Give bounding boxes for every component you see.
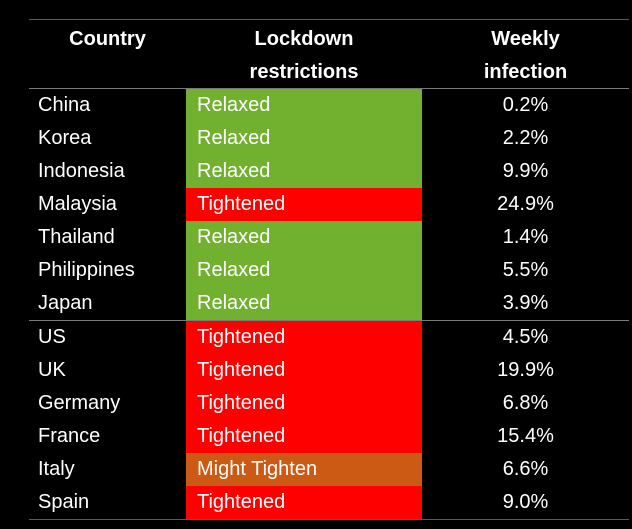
country-cell: Germany <box>38 392 121 414</box>
restriction-cell: Tightened <box>186 420 422 453</box>
table-top-border <box>29 19 629 20</box>
infection-cell: 4.5% <box>502 326 549 348</box>
infection-cell: 15.4% <box>497 425 554 447</box>
table-row: Philippines Relaxed 5.5% <box>29 254 629 287</box>
country-cell: Spain <box>38 491 90 513</box>
header-country-label: Country <box>69 28 146 50</box>
table-row: UK Tightened 19.9% <box>29 354 629 387</box>
country-group: China Relaxed 0.2% Korea Relaxed 2.2% Indonesi… <box>29 89 629 320</box>
table-header: Country Lockdown restrictions Weekly inf… <box>29 20 629 89</box>
infection-cell: 9.0% <box>502 491 549 513</box>
country-cell: Thailand <box>38 226 115 248</box>
restriction-cell: Tightened <box>186 188 422 221</box>
infection-cell: 19.9% <box>497 359 554 381</box>
country-cell: Malaysia <box>38 193 117 215</box>
restriction-cell: Relaxed <box>186 155 422 188</box>
table-bottom-border <box>29 519 629 520</box>
country-cell: Italy <box>38 458 75 480</box>
table-row: US Tightened 4.5% <box>29 321 629 354</box>
header-restrictions: Lockdown restrictions <box>186 20 422 88</box>
lockdown-table: Country Lockdown restrictions Weekly inf… <box>29 19 629 520</box>
table-row: Korea Relaxed 2.2% <box>29 122 629 155</box>
country-cell: China <box>38 94 91 116</box>
infection-cell: 3.9% <box>502 292 549 314</box>
country-cell: UK <box>38 359 66 381</box>
infection-cell: 1.4% <box>502 226 549 248</box>
country-cell: Indonesia <box>38 160 125 182</box>
table-row: Spain Tightened 9.0% <box>29 486 629 519</box>
table-row: Thailand Relaxed 1.4% <box>29 221 629 254</box>
country-cell: US <box>38 326 66 348</box>
infection-cell: 6.6% <box>502 458 549 480</box>
group-divider <box>29 320 629 321</box>
table-row: Indonesia Relaxed 9.9% <box>29 155 629 188</box>
table-row: Malaysia Tightened 24.9% <box>29 188 629 221</box>
table-row: France Tightened 15.4% <box>29 420 629 453</box>
header-infection-line2: infection <box>483 61 568 83</box>
header-country: Country <box>29 20 186 88</box>
country-cell: France <box>38 425 101 447</box>
restriction-cell: Might Tighten <box>186 453 422 486</box>
table-row: Germany Tightened 6.8% <box>29 387 629 420</box>
header-restrictions-line1: Lockdown <box>254 28 354 50</box>
country-cell: Japan <box>38 292 93 314</box>
restriction-cell: Relaxed <box>186 89 422 122</box>
table-body: China Relaxed 0.2% Korea Relaxed 2.2% Indonesi… <box>29 89 629 519</box>
table-row: China Relaxed 0.2% <box>29 89 629 122</box>
country-cell: Korea <box>38 127 92 149</box>
country-group: US Tightened 4.5% UK Tightened 19.9% Germany Ti… <box>29 321 629 519</box>
header-infection: Weekly infection <box>422 20 629 88</box>
restriction-cell: Relaxed <box>186 122 422 155</box>
infection-cell: 24.9% <box>497 193 554 215</box>
table-row: Italy Might Tighten 6.6% <box>29 453 629 486</box>
restriction-cell: Relaxed <box>186 254 422 287</box>
header-infection-line1: Weekly <box>491 28 560 50</box>
infection-cell: 6.8% <box>502 392 549 414</box>
header-restrictions-line2: restrictions <box>249 61 359 83</box>
restriction-cell: Tightened <box>186 354 422 387</box>
restriction-cell: Tightened <box>186 486 422 519</box>
restriction-cell: Relaxed <box>186 221 422 254</box>
country-cell: Philippines <box>38 259 135 281</box>
table-row: Japan Relaxed 3.9% <box>29 287 629 320</box>
infection-cell: 2.2% <box>502 127 549 149</box>
infection-cell: 5.5% <box>502 259 549 281</box>
restriction-cell: Tightened <box>186 387 422 420</box>
infection-cell: 9.9% <box>502 160 549 182</box>
restriction-cell: Tightened <box>186 321 422 354</box>
infection-cell: 0.2% <box>502 94 549 116</box>
restriction-cell: Relaxed <box>186 287 422 320</box>
